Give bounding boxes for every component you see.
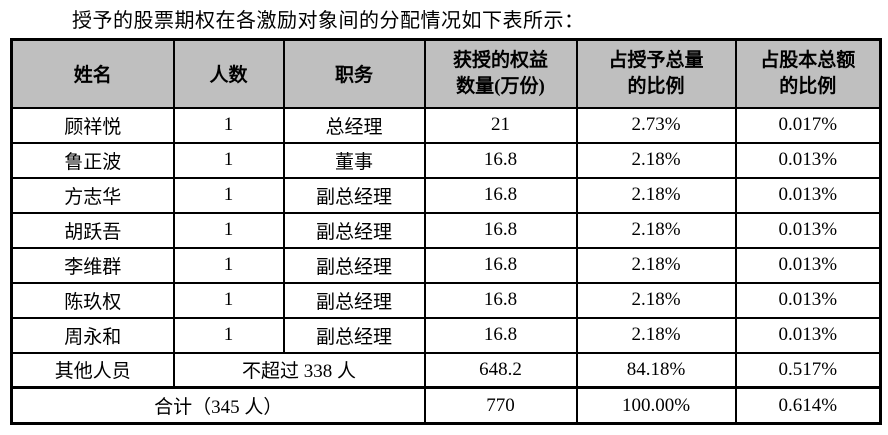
- cell-grant-pct: 100.00%: [575, 386, 737, 425]
- cell-quantity: 16.8: [423, 176, 578, 214]
- cell-capital-pct: 0.013%: [734, 141, 882, 179]
- cell-name: 胡跃吾: [10, 211, 175, 249]
- cell-capital-pct: 0.013%: [734, 281, 882, 319]
- allocation-table: 姓名 人数 职务 获授的权益 数量(万份) 占授予总量 的比例 占股本总额 的比…: [10, 38, 882, 425]
- page-title: 授予的股票期权在各激励对象间的分配情况如下表所示：: [72, 10, 585, 32]
- cell-position: 副总经理: [282, 281, 426, 319]
- cell-position: 副总经理: [282, 246, 426, 284]
- header-capital-pct-line2: 的比例: [779, 75, 837, 97]
- cell-quantity: 16.8: [423, 316, 578, 354]
- cell-name: 鲁正波: [10, 141, 175, 179]
- cell-capital-pct: 0.013%: [734, 211, 882, 249]
- header-position: 职务: [282, 38, 426, 109]
- cell-name: 方志华: [10, 176, 175, 214]
- table-row: 李维群 1 副总经理 16.8 2.18% 0.013%: [10, 246, 882, 284]
- cell-count: 1: [172, 106, 285, 144]
- cell-quantity: 16.8: [423, 211, 578, 249]
- table-row: 顾祥悦 1 总经理 21 2.73% 0.017%: [10, 106, 882, 144]
- header-quantity-line2: 数量(万份): [456, 75, 545, 97]
- cell-name: 顾祥悦: [10, 106, 175, 144]
- header-grant-pct-line1: 占授予总量: [608, 49, 704, 71]
- header-capital-pct: 占股本总额 的比例: [734, 38, 882, 109]
- cell-grant-pct: 2.18%: [575, 176, 737, 214]
- cell-quantity: 16.8: [423, 141, 578, 179]
- table-row: 周永和 1 副总经理 16.8 2.18% 0.013%: [10, 316, 882, 354]
- cell-capital-pct: 0.517%: [734, 351, 882, 389]
- cell-grant-pct: 2.18%: [575, 246, 737, 284]
- cell-name: 陈玖权: [10, 281, 175, 319]
- cell-capital-pct: 0.017%: [734, 106, 882, 144]
- cell-position: 总经理: [282, 106, 426, 144]
- table-row-others: 其他人员 不超过 338 人 648.2 84.18% 0.517%: [10, 351, 882, 389]
- cell-grant-pct: 2.73%: [575, 106, 737, 144]
- cell-total-label: 合计（345 人）: [10, 386, 426, 425]
- cell-quantity: 648.2: [423, 351, 578, 389]
- cell-name: 李维群: [10, 246, 175, 284]
- header-grant-pct-line2: 的比例: [627, 75, 685, 97]
- cell-count: 1: [172, 176, 285, 214]
- header-name: 姓名: [10, 38, 175, 109]
- header-quantity-line1: 获授的权益: [452, 49, 548, 71]
- cell-count: 1: [172, 316, 285, 354]
- cell-count: 1: [172, 246, 285, 284]
- cell-name: 周永和: [10, 316, 175, 354]
- table-row: 鲁正波 1 董事 16.8 2.18% 0.013%: [10, 141, 882, 179]
- cell-grant-pct: 2.18%: [575, 211, 737, 249]
- header-capital-pct-line1: 占股本总额: [760, 49, 856, 71]
- cell-count: 1: [172, 281, 285, 319]
- cell-capital-pct: 0.013%: [734, 316, 882, 354]
- cell-count: 1: [172, 141, 285, 179]
- cell-quantity: 16.8: [423, 246, 578, 284]
- cell-capital-pct: 0.614%: [734, 386, 882, 425]
- table-row: 陈玖权 1 副总经理 16.8 2.18% 0.013%: [10, 281, 882, 319]
- cell-grant-pct: 2.18%: [575, 141, 737, 179]
- cell-quantity: 21: [423, 106, 578, 144]
- header-count: 人数: [172, 38, 285, 109]
- cell-grant-pct: 2.18%: [575, 316, 737, 354]
- cell-name: 其他人员: [10, 351, 175, 389]
- cell-position: 副总经理: [282, 316, 426, 354]
- cell-capital-pct: 0.013%: [734, 246, 882, 284]
- cell-quantity: 770: [423, 386, 578, 425]
- cell-position: 副总经理: [282, 211, 426, 249]
- cell-grant-pct: 84.18%: [575, 351, 737, 389]
- cell-count-position-merged: 不超过 338 人: [172, 351, 426, 389]
- header-grant-pct: 占授予总量 的比例: [575, 38, 737, 109]
- cell-capital-pct: 0.013%: [734, 176, 882, 214]
- cell-count: 1: [172, 211, 285, 249]
- header-quantity: 获授的权益 数量(万份): [423, 38, 578, 109]
- cell-quantity: 16.8: [423, 281, 578, 319]
- cell-position: 董事: [282, 141, 426, 179]
- cell-position: 副总经理: [282, 176, 426, 214]
- cell-grant-pct: 2.18%: [575, 281, 737, 319]
- table-row: 方志华 1 副总经理 16.8 2.18% 0.013%: [10, 176, 882, 214]
- table-row-total: 合计（345 人） 770 100.00% 0.614%: [10, 386, 882, 425]
- table-row: 胡跃吾 1 副总经理 16.8 2.18% 0.013%: [10, 211, 882, 249]
- header-row: 姓名 人数 职务 获授的权益 数量(万份) 占授予总量 的比例 占股本总额 的比…: [10, 38, 882, 109]
